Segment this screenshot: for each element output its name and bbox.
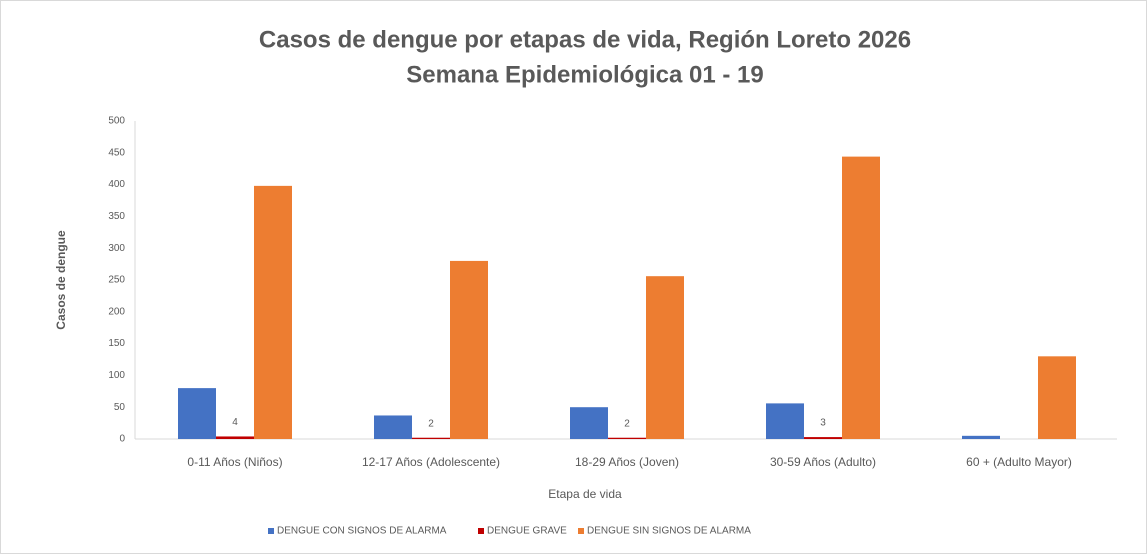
bar [570,407,608,439]
x-tick-label: 18-29 Años (Joven) [575,455,679,469]
bar [804,437,842,439]
y-tick-label: 500 [108,116,125,127]
legend-label: DENGUE SIN SIGNOS DE ALARMA [587,526,751,537]
data-label: 2 [428,418,434,429]
x-axis-title: Etapa de vida [548,487,622,501]
legend-swatch [268,528,274,534]
y-tick-label: 250 [108,275,125,286]
bar [178,388,216,439]
bar [1038,356,1076,439]
y-tick-label: 150 [108,338,125,349]
bar [216,436,254,439]
bar [374,415,412,439]
legend-swatch [478,528,484,534]
y-tick-label: 50 [114,402,126,413]
y-axis-title: Casos de dengue [54,230,68,330]
bar [962,435,1000,439]
x-tick-label: 0-11 Años (Niños) [187,455,282,469]
bar [842,156,880,439]
bar [608,437,646,439]
legend-swatch [578,528,584,534]
chart-subtitle: Semana Epidemiológica 01 - 19 [406,61,763,88]
y-tick-label: 0 [119,434,125,445]
x-tick-label: 60 + (Adulto Mayor) [966,455,1072,469]
y-tick-label: 350 [108,211,125,222]
y-tick-label: 300 [108,243,125,254]
bar [412,437,450,439]
legend-label: DENGUE GRAVE [487,526,567,537]
y-tick-label: 200 [108,306,125,317]
y-tick-label: 400 [108,179,125,190]
data-label: 4 [232,417,238,428]
legend-label: DENGUE CON SIGNOS DE ALARMA [277,526,447,537]
x-tick-label: 30-59 Años (Adulto) [770,455,876,469]
x-tick-label: 12-17 Años (Adolescente) [362,455,500,469]
bar [450,260,488,439]
bar [254,185,292,439]
data-label: 2 [624,418,630,429]
data-label: 3 [820,418,826,429]
y-tick-label: 450 [108,147,125,158]
y-tick-label: 100 [108,370,125,381]
bar [646,276,684,439]
bar [766,403,804,439]
chart-title: Casos de dengue por etapas de vida, Regi… [259,26,911,53]
